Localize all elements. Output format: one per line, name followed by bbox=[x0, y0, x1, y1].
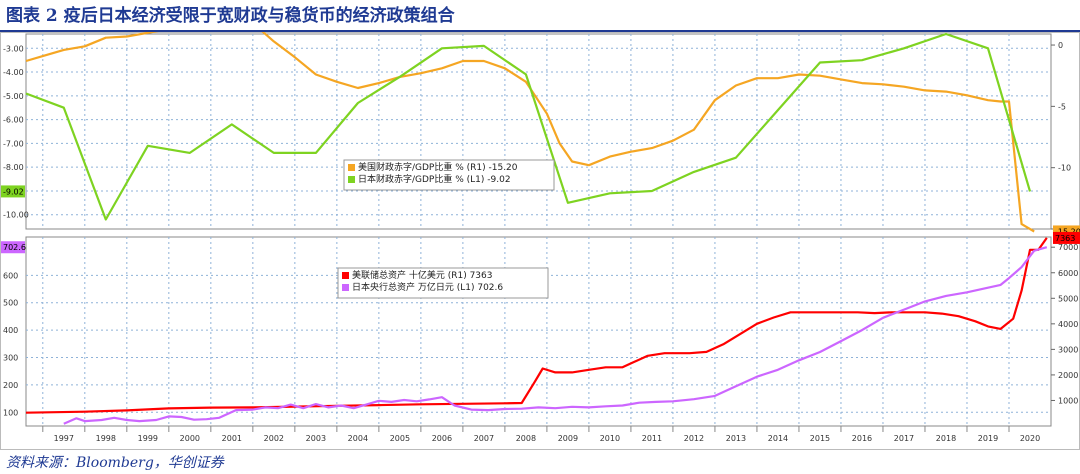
legend-label: 日本财政赤字/GDP比重 % (L1) -9.02 bbox=[358, 173, 511, 185]
legend-swatch bbox=[348, 176, 355, 183]
x-tick-label: 1999 bbox=[138, 434, 158, 443]
legend-label: 美联储总资产 十亿美元 (R1) 7363 bbox=[352, 269, 493, 281]
y-right-tick-label: 3000 bbox=[1058, 345, 1078, 354]
y-left-tick-label: 500 bbox=[3, 299, 18, 308]
plot-area-1 bbox=[25, 33, 1052, 230]
y-right-tick-label: 0 bbox=[1058, 41, 1063, 50]
y-right-tick-label: 6000 bbox=[1058, 269, 1078, 278]
series-line-2-2 bbox=[63, 246, 1048, 425]
x-tick-label: 1998 bbox=[96, 434, 116, 443]
y-left-tick-label: 400 bbox=[3, 326, 18, 335]
legend-swatch bbox=[342, 284, 349, 291]
x-tick-label: 2018 bbox=[936, 434, 956, 443]
series-line-1-1 bbox=[25, 32, 1035, 233]
x-tick-label: 2011 bbox=[642, 434, 662, 443]
y-right-tick-label: -10 bbox=[1058, 164, 1071, 173]
y-right-tick-label: 5000 bbox=[1058, 294, 1078, 303]
legend-swatch bbox=[348, 164, 355, 171]
x-tick-label: 2019 bbox=[978, 434, 998, 443]
y-left-tick-label: -7.00 bbox=[3, 139, 24, 148]
legend-label: 日本央行总资产 万亿日元 (L1) 702.6 bbox=[352, 281, 503, 293]
x-tick-label: 2012 bbox=[684, 434, 704, 443]
x-tick-label: 2001 bbox=[222, 434, 242, 443]
source-note: 资料来源：Bloomberg，华创证券 bbox=[6, 455, 224, 471]
y-left-tick-label: 100 bbox=[3, 408, 18, 417]
x-tick-label: 2007 bbox=[474, 434, 494, 443]
x-tick-label: 2000 bbox=[180, 434, 200, 443]
y-right-tick-label: 1000 bbox=[1058, 396, 1078, 405]
y-right-tick-label: 4000 bbox=[1058, 320, 1078, 329]
x-tick-label: 2002 bbox=[264, 434, 284, 443]
x-tick-label: 2004 bbox=[348, 434, 368, 443]
y-left-tick-label: -8.00 bbox=[3, 163, 24, 172]
legend-box bbox=[343, 159, 555, 191]
x-tick-label: 2020 bbox=[1020, 434, 1040, 443]
x-tick-label: 2006 bbox=[432, 434, 452, 443]
x-tick-label: 2010 bbox=[600, 434, 620, 443]
y-right-tick-label: -5 bbox=[1058, 102, 1066, 111]
x-tick-label: 2008 bbox=[516, 434, 536, 443]
legend-label: 美国财政赤字/GDP比重 % (R1) -15.20 bbox=[358, 161, 518, 173]
y-left-tick-label: 600 bbox=[3, 271, 18, 280]
last-value-left-flag bbox=[1, 241, 25, 254]
last-value-left-label: 702.6 bbox=[3, 243, 26, 252]
y-left-tick-label: 200 bbox=[3, 381, 18, 390]
x-tick-label: 1997 bbox=[54, 434, 74, 443]
y-left-tick-label: 300 bbox=[3, 354, 18, 363]
x-tick-label: 2014 bbox=[768, 434, 788, 443]
chart-canvas: -3.00-4.00-5.00-6.00-7.00-8.00-9.00-10.0… bbox=[0, 32, 1080, 450]
y-left-tick-label: -10.00 bbox=[3, 211, 29, 220]
y-left-tick-label: -6.00 bbox=[3, 116, 24, 125]
x-tick-label: 2016 bbox=[852, 434, 872, 443]
x-tick-label: 2003 bbox=[306, 434, 326, 443]
x-tick-label: 2013 bbox=[726, 434, 746, 443]
x-tick-label: 2009 bbox=[558, 434, 578, 443]
last-value-right-flag bbox=[1053, 231, 1080, 244]
title-rule bbox=[0, 30, 1080, 32]
y-right-tick-label: 2000 bbox=[1058, 371, 1078, 380]
series-line-1-2 bbox=[25, 32, 1032, 221]
y-left-tick-label: -4.00 bbox=[3, 68, 24, 77]
y-left-tick-label: -5.00 bbox=[3, 92, 24, 101]
y-right-tick-label: 7000 bbox=[1058, 243, 1078, 252]
series-line-2-1 bbox=[25, 237, 1048, 414]
legend-box bbox=[337, 267, 549, 299]
chart-title: 图表 2 疫后日本经济受限于宽财政与稳货币的经济政策组合 bbox=[6, 6, 455, 26]
last-value-left-flag bbox=[1, 185, 25, 198]
x-tick-label: 2015 bbox=[810, 434, 830, 443]
x-tick-label: 2017 bbox=[894, 434, 914, 443]
last-value-left-label: -9.02 bbox=[3, 187, 24, 196]
x-tick-label: 2005 bbox=[390, 434, 410, 443]
y-left-tick-label: -3.00 bbox=[3, 44, 24, 53]
legend-swatch bbox=[342, 272, 349, 279]
last-value-right-label: 7363 bbox=[1055, 234, 1075, 243]
plot-area-2 bbox=[25, 236, 1052, 427]
